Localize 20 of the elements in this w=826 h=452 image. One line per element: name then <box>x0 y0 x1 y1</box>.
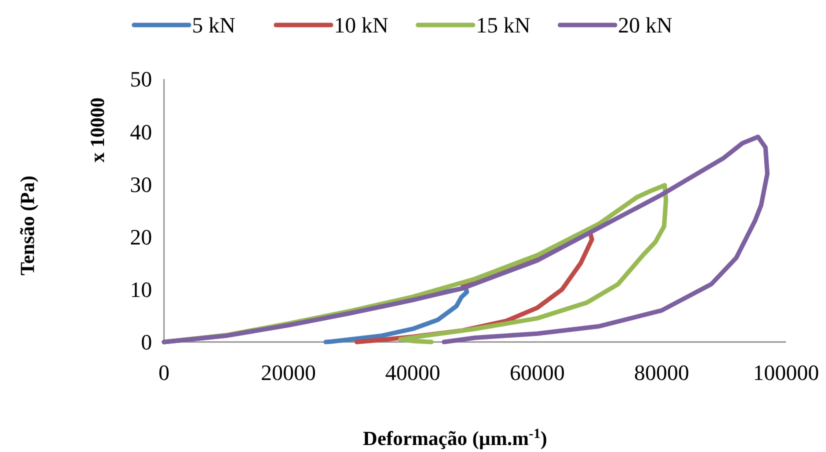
x-tick-label: 40000 <box>385 360 440 385</box>
x-axis-title: Deformação (µm.m$^{-1}$) <box>362 426 548 450</box>
text: x 10000 <box>87 98 109 162</box>
y-axis-title: Tensão (Pa) <box>17 176 39 276</box>
y-tick-label: 0 <box>141 330 152 355</box>
y-tick-label: 10 <box>130 277 152 302</box>
legend-label: 15 kN <box>476 12 530 38</box>
legend-label: 5 kN <box>192 12 236 38</box>
x-tick-label: 100000 <box>753 360 819 385</box>
y-tick-label: 50 <box>130 66 152 92</box>
x-tick-label: 20000 <box>260 360 316 385</box>
legend-label: 10 kN <box>334 12 388 38</box>
line-series <box>162 134 770 344</box>
y-tick-label: 40 <box>130 119 152 144</box>
x-tick-label: 0 <box>158 360 170 385</box>
x-tick-label: 60000 <box>510 360 565 385</box>
y-tick-label: 20 <box>130 224 152 250</box>
y-tick-label: 30 <box>130 172 152 197</box>
legend-label: 20 kN <box>618 12 672 38</box>
x-tick-label: 80000 <box>634 360 690 385</box>
